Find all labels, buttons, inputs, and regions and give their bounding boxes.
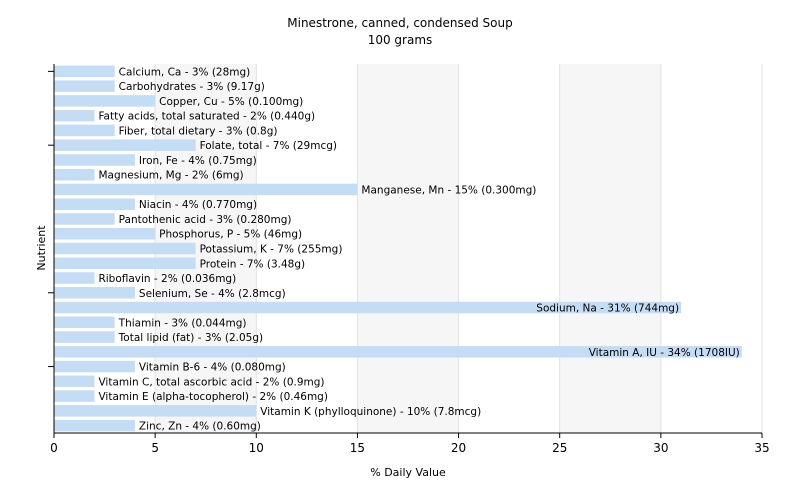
bar (54, 390, 95, 402)
x-tick-label: 15 (350, 441, 365, 455)
bar (54, 168, 95, 181)
x-tick-label: 5 (151, 441, 159, 455)
bar (54, 301, 682, 314)
grid-band (256, 64, 358, 433)
bar-label: Folate, total - 7% (29mcg) (200, 140, 337, 152)
bar (54, 227, 156, 240)
x-tick-label: 35 (754, 441, 769, 455)
x-tick-label: 25 (552, 441, 567, 455)
bar-label: Vitamin E (alpha-tocopherol) - 2% (0.46m… (98, 391, 328, 403)
bar-label: Copper, Cu - 5% (0.100mg) (159, 96, 303, 108)
bar (54, 405, 257, 417)
bars-layer: Calcium, Ca - 3% (28mg) Carbohydrates - 3… (54, 65, 742, 433)
y-axis-label: Nutrient (35, 225, 48, 271)
bar (54, 80, 115, 92)
bar-label: Fiber, total dietary - 3% (0.8g) (119, 125, 278, 137)
bar-label: Vitamin K (phylloquinone) - 10% (7.8mcg) (260, 406, 481, 418)
chart-title: Minestrone, canned, condensed Soup (287, 16, 512, 30)
bar-label: Fatty acids, total saturated - 2% (0.440… (98, 111, 315, 123)
bar-label: Carbohydrates - 3% (9.17g) (119, 81, 265, 93)
bar-label: Vitamin C, total ascorbic acid - 2% (0.9… (98, 376, 324, 388)
bar-label: Vitamin A, IU - 34% (1708IU) (589, 347, 740, 359)
axes-layer: 0 5 10 15 20 25 30 35 (48, 64, 770, 455)
bar (54, 139, 196, 151)
bar-label: Pantothenic acid - 3% (0.280mg) (119, 214, 292, 226)
bar-label: Sodium, Na - 31% (744mg) (536, 303, 679, 315)
x-tick-label: 30 (653, 441, 668, 455)
bar-label: Phosphorus, P - 5% (46mg) (159, 229, 302, 241)
bar-label: Riboflavin - 2% (0.036mg) (98, 273, 236, 285)
bar (54, 375, 95, 388)
bar (54, 124, 115, 137)
bar (54, 213, 115, 225)
bar (54, 272, 95, 284)
bar (54, 109, 95, 122)
x-tick-label: 10 (249, 441, 264, 455)
x-tick-label: 20 (451, 441, 466, 455)
bar (54, 346, 742, 358)
bar-label: Vitamin B-6 - 4% (0.080mg) (139, 362, 286, 374)
chart-subtitle: 100 grams (368, 33, 433, 47)
bar-label: Niacin - 4% (0.770mg) (139, 199, 257, 211)
bar-label: Zinc, Zn - 4% (0.60mg) (139, 421, 261, 433)
bar (54, 419, 135, 432)
bar-label: Selenium, Se - 4% (2.8mcg) (139, 288, 286, 300)
bar (54, 331, 115, 343)
bar (54, 183, 358, 196)
bar (54, 287, 135, 299)
grid-band (458, 64, 560, 433)
grid-band (357, 64, 459, 433)
bar-label: Total lipid (fat) - 3% (2.05g) (118, 332, 263, 344)
grid-band (660, 64, 762, 433)
grid-band (559, 64, 661, 433)
bar (54, 316, 115, 329)
bar (54, 65, 115, 78)
bar (54, 95, 156, 107)
bar (54, 257, 196, 270)
bar (54, 154, 135, 166)
bar-label: Calcium, Ca - 3% (28mg) (119, 66, 251, 78)
bar (54, 242, 196, 255)
bar (54, 198, 135, 210)
bar-label: Iron, Fe - 4% (0.75mg) (139, 155, 257, 167)
bar-label: Magnesium, Mg - 2% (6mg) (98, 170, 243, 182)
bar-label: Manganese, Mn - 15% (0.300mg) (361, 184, 536, 196)
x-tick-label: 0 (50, 441, 58, 455)
bar-label: Thiamin - 3% (0.044mg) (118, 317, 247, 329)
bar (54, 360, 135, 373)
bar-label: Potassium, K - 7% (255mg) (200, 244, 343, 256)
x-axis-label: % Daily Value (370, 466, 446, 479)
bar-label: Protein - 7% (3.48g) (200, 258, 306, 270)
grid-layer (54, 64, 763, 433)
